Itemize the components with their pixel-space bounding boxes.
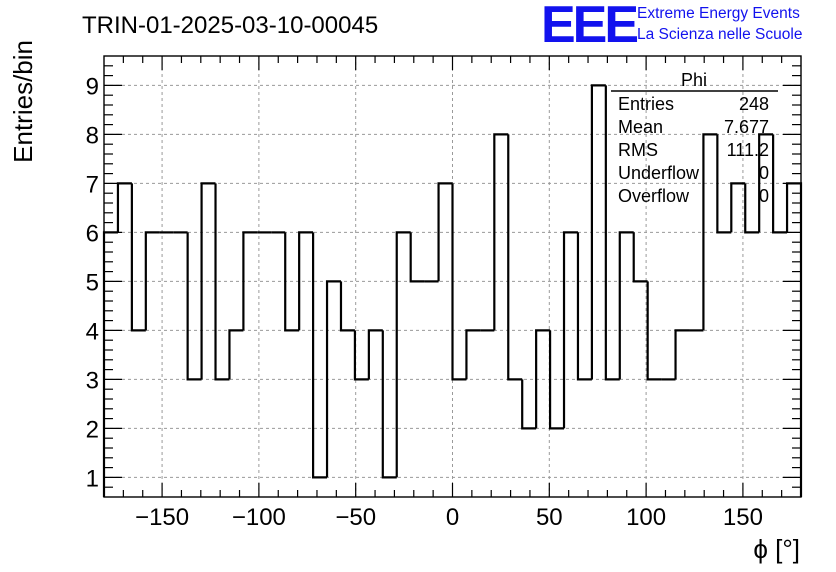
y-tick-label: 4 [86,318,99,345]
x-tick-label: −100 [232,504,286,531]
y-tick-label: 6 [86,220,99,247]
histogram-bin [200,182,216,380]
histogram-bin [646,281,662,381]
y-tick-label: 1 [86,465,99,492]
histogram-bin [228,329,244,380]
histogram-bin [590,84,606,380]
histogram-bin [437,182,453,282]
chart-title: TRIN-01-2025-03-10-00045 [82,12,378,39]
histogram-bin [730,182,746,233]
histogram-bin [772,134,788,234]
x-tick-label: −150 [135,504,189,531]
x-tick-label: −50 [335,504,376,531]
histogram-bin [395,231,411,478]
stats-value-overflow: 0 [759,186,769,206]
x-tick-label: 0 [446,504,459,531]
stats-value-underflow: 0 [759,163,769,183]
x-axis-title: ϕ [°] [753,534,800,564]
histogram-bin [451,183,467,381]
y-tick-label: 9 [86,73,99,100]
stats-box: Phi Entries 248 Mean 7.677 RMS 111.2 Und… [611,70,778,206]
histogram-bin [381,330,397,479]
histogram-bin [298,231,314,331]
histogram-bin [116,182,132,233]
x-tick-label: 100 [626,504,666,531]
y-tick-label: 2 [86,416,99,443]
histogram-bin [744,183,760,234]
histogram-bin [312,232,328,479]
y-tick-label: 3 [86,367,99,394]
histogram-bin [367,329,383,380]
histogram-bin [214,183,230,381]
y-tick-label: 7 [86,171,99,198]
histogram-bin [325,280,341,478]
histogram-bin [758,133,774,233]
stats-label-mean: Mean [618,117,663,137]
histogram-bin [618,231,634,380]
logo-line-1: Extreme Energy Events [637,5,800,22]
logo-line-2: La Scienza nelle Scuole [637,26,802,43]
stats-label-underflow: Underflow [618,163,700,183]
histogram-bin [674,329,690,380]
histogram-bin [702,133,718,331]
histogram-bin [604,85,620,381]
histogram-bin [548,330,565,430]
stats-label-overflow: Overflow [618,186,690,206]
histogram-bin [493,133,509,331]
histogram-bin [409,232,425,283]
eee-logo-mark: EEE [541,0,637,54]
histogram-bin [632,232,648,283]
stats-value-rms: 111.2 [727,140,769,160]
histogram-bin [562,231,578,429]
histogram-bin [144,231,160,331]
histogram-bin [576,232,592,381]
histogram-bin [521,379,537,430]
histogram-bin [535,329,551,429]
y-tick-label: 8 [86,122,99,149]
y-tick-label: 5 [86,269,99,296]
y-axis-title: Entries/bin [8,40,38,163]
histogram-bin [507,134,523,381]
stats-value-entries: 248 [739,94,769,114]
histogram-bin [716,134,732,234]
x-tick-label: 50 [536,504,563,531]
stats-value-mean: 7.677 [724,117,769,137]
eee-logo: EEE Extreme Energy Events La Scienza nel… [541,0,802,54]
stats-label-rms: RMS [618,140,658,160]
histogram-bin [242,231,258,331]
histogram-bin [284,232,300,332]
histogram-bin [465,329,481,380]
histogram-bin [353,330,369,381]
histogram-bin [339,281,355,332]
histogram-bin [186,232,202,381]
histogram-bin [130,183,146,332]
x-tick-label: 150 [723,504,763,531]
stats-label-entries: Entries [618,94,674,114]
stats-title: Phi [681,70,707,90]
